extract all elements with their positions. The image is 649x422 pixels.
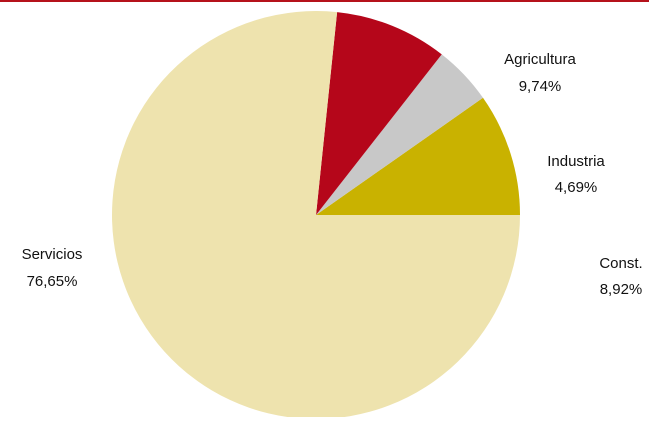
slice-value-industria: 4,69% — [555, 179, 598, 196]
slice-value-agricultura: 9,74% — [519, 78, 562, 95]
pie-slices — [112, 11, 520, 420]
slice-label-agricultura: Agricultura — [504, 51, 576, 68]
slice-value-const: 8,92% — [600, 281, 643, 298]
pie-slice-industria — [316, 54, 483, 215]
pie-slice-servicios — [112, 11, 520, 420]
pie-slice-agricultura — [316, 97, 520, 215]
slice-label-const: Const. — [599, 255, 642, 272]
pie-labels: Agricultura 9,74% Industria 4,69% Const. 8,92… — [22, 51, 643, 298]
pie-slice-const — [316, 12, 442, 215]
slice-value-servicios: 76,65% — [27, 273, 78, 290]
slice-label-industria: Industria — [547, 153, 605, 170]
slice-label-servicios: Servicios — [22, 246, 83, 263]
top-rule — [0, 0, 649, 2]
